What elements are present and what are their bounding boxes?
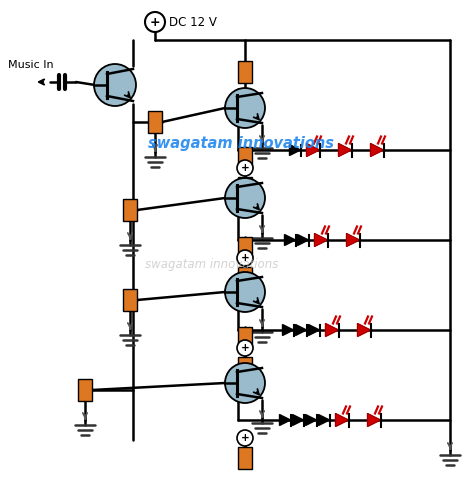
- Bar: [148, 111, 162, 133]
- Circle shape: [225, 272, 265, 312]
- Polygon shape: [282, 324, 294, 335]
- Polygon shape: [308, 324, 319, 335]
- Bar: [238, 267, 252, 289]
- Polygon shape: [280, 414, 290, 425]
- Circle shape: [225, 88, 265, 128]
- Bar: [238, 357, 252, 379]
- Polygon shape: [298, 235, 308, 246]
- Polygon shape: [347, 233, 359, 247]
- Polygon shape: [315, 233, 327, 247]
- Polygon shape: [335, 413, 349, 426]
- Circle shape: [145, 12, 165, 32]
- Polygon shape: [318, 414, 330, 425]
- Text: swagatam innovations: swagatam innovations: [148, 136, 334, 151]
- Polygon shape: [289, 145, 300, 156]
- Circle shape: [225, 363, 265, 403]
- Text: DC 12 V: DC 12 V: [169, 15, 217, 28]
- Polygon shape: [358, 323, 370, 337]
- Polygon shape: [284, 235, 296, 246]
- Bar: [78, 379, 92, 401]
- Polygon shape: [306, 414, 316, 425]
- Text: +: +: [149, 15, 160, 28]
- Polygon shape: [368, 413, 380, 426]
- Circle shape: [237, 430, 253, 446]
- Polygon shape: [307, 144, 319, 157]
- Polygon shape: [339, 144, 351, 157]
- Polygon shape: [292, 414, 304, 425]
- Circle shape: [237, 250, 253, 266]
- Text: +: +: [241, 253, 249, 263]
- Polygon shape: [325, 323, 339, 337]
- Circle shape: [94, 64, 136, 106]
- Polygon shape: [296, 324, 307, 335]
- Bar: [238, 147, 252, 169]
- Circle shape: [237, 340, 253, 356]
- Text: +: +: [241, 343, 249, 353]
- Bar: [238, 177, 252, 199]
- Circle shape: [237, 160, 253, 176]
- Bar: [238, 327, 252, 349]
- Polygon shape: [370, 144, 384, 157]
- Bar: [123, 199, 137, 221]
- Text: +: +: [241, 433, 249, 443]
- Circle shape: [225, 178, 265, 218]
- Bar: [238, 447, 252, 469]
- Bar: [238, 237, 252, 259]
- Bar: [123, 289, 137, 311]
- Text: Music In: Music In: [8, 60, 53, 70]
- Text: +: +: [241, 163, 249, 173]
- Bar: [238, 61, 252, 83]
- Text: swagatam innovations: swagatam innovations: [145, 258, 279, 271]
